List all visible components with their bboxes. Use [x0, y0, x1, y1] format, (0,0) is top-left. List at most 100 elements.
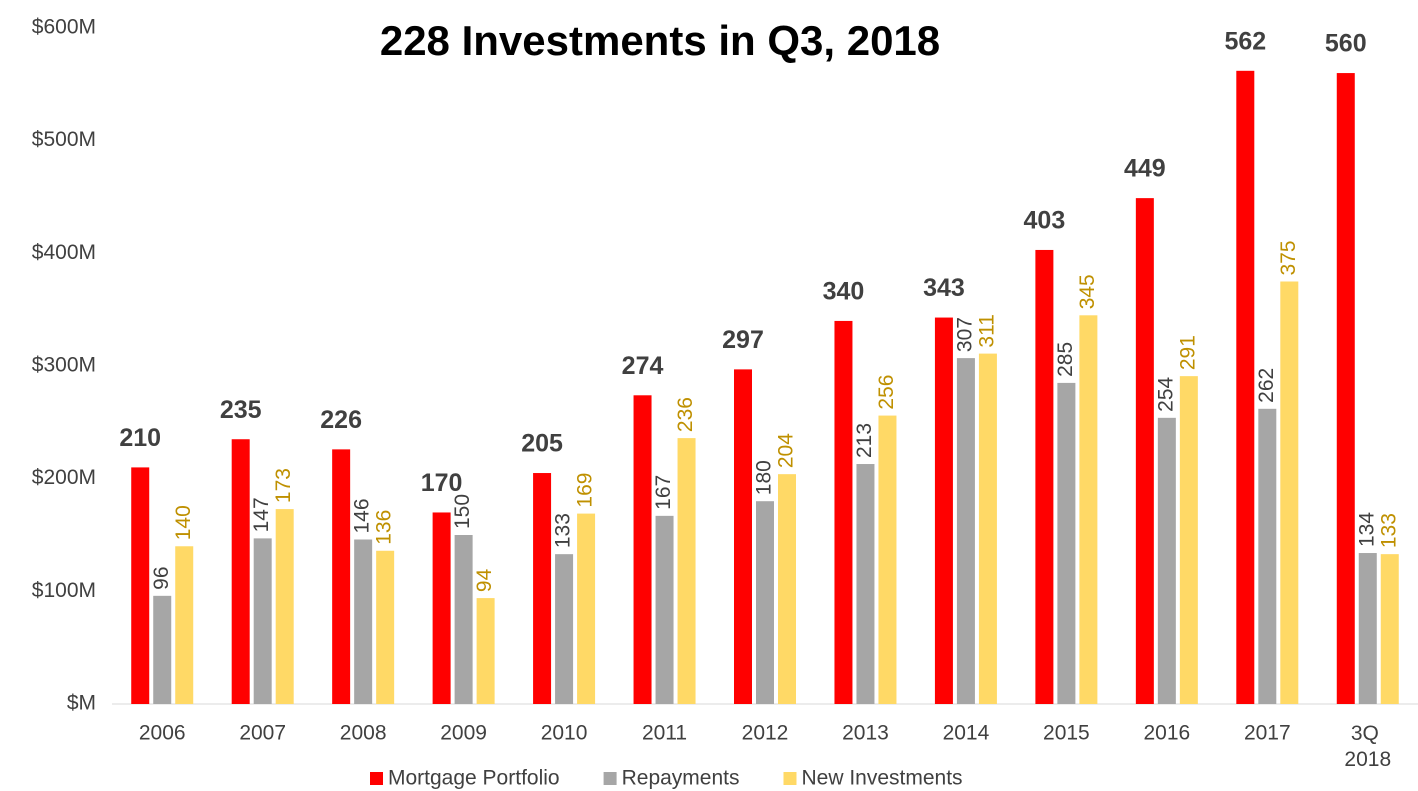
- value-label: 169: [574, 473, 597, 508]
- x-tick-label: 2014: [943, 722, 990, 745]
- bar: [778, 474, 796, 704]
- value-label: 274: [622, 352, 664, 380]
- x-tick-label-line: 2018: [1344, 748, 1391, 771]
- legend-label: Repayments: [622, 767, 740, 790]
- value-label: 403: [1024, 207, 1066, 235]
- bar: [978, 353, 997, 704]
- x-tick-label: 2017: [1244, 722, 1291, 745]
- y-tick-label: $600M: [32, 16, 96, 39]
- bar: [354, 539, 373, 704]
- value-label: 560: [1325, 30, 1367, 58]
- value-label: 94: [473, 568, 496, 592]
- bar: [633, 395, 652, 704]
- bar: [856, 464, 875, 704]
- bar: [476, 598, 495, 704]
- y-tick-label: $M: [67, 692, 96, 715]
- y-tick-label: $100M: [32, 579, 96, 602]
- value-label: 311: [975, 314, 998, 347]
- x-tick-label: 2009: [440, 722, 487, 745]
- value-label: 134: [1355, 512, 1378, 547]
- bar: [756, 501, 774, 704]
- x-tick-label: 2006: [139, 722, 186, 745]
- legend-swatch: [603, 772, 617, 785]
- value-label: 285: [1054, 342, 1077, 377]
- value-label: 136: [373, 510, 396, 545]
- value-label: 291: [1176, 335, 1199, 370]
- bar: [1236, 70, 1255, 704]
- value-label: 133: [1377, 513, 1400, 548]
- x-tick-label-line: 3Q: [1351, 722, 1385, 745]
- bar: [332, 449, 351, 704]
- y-tick-label: $200M: [32, 466, 96, 489]
- value-label: 167: [652, 475, 675, 510]
- bar: [1135, 198, 1154, 705]
- y-tick-label: $400M: [32, 241, 96, 264]
- x-tick-label: 2013: [842, 722, 889, 745]
- legend-label: Mortgage Portfolio: [388, 767, 560, 790]
- bar: [934, 317, 953, 704]
- value-label: 150: [451, 494, 474, 529]
- chart-title: 228 Investments in Q3, 2018: [380, 17, 940, 64]
- bar: [655, 515, 674, 704]
- value-label: 262: [1255, 368, 1278, 403]
- value-label: 173: [272, 468, 295, 503]
- value-label: 96: [150, 566, 173, 589]
- bar: [153, 595, 172, 704]
- bar: [1380, 554, 1399, 704]
- value-label: 170: [421, 469, 463, 497]
- legend-swatch: [783, 772, 797, 785]
- x-tick-label: 2012: [742, 722, 789, 745]
- bar: [533, 473, 552, 704]
- value-label: 236: [674, 397, 697, 432]
- value-label: 235: [220, 396, 262, 424]
- bar: [1336, 73, 1355, 705]
- x-tick-label: 2010: [541, 722, 588, 745]
- bar: [1035, 249, 1054, 704]
- x-tick-label: 3Q 2018: [1344, 722, 1391, 771]
- bar: [253, 538, 272, 704]
- bar: [555, 554, 574, 704]
- x-tick-label: 2016: [1143, 722, 1190, 745]
- value-label: 146: [351, 498, 374, 533]
- bar: [677, 438, 696, 704]
- bar: [1179, 376, 1198, 704]
- bar: [1079, 315, 1098, 704]
- bar: [1280, 281, 1299, 704]
- value-label: 256: [875, 375, 898, 410]
- value-label: 375: [1277, 240, 1300, 275]
- y-tick-label: $300M: [32, 354, 96, 377]
- value-label: 345: [1076, 274, 1099, 309]
- bar: [1258, 408, 1277, 704]
- value-label: 226: [320, 406, 362, 434]
- bar: [734, 369, 752, 704]
- value-label: 205: [521, 430, 563, 458]
- legend-label: New Investments: [801, 767, 962, 790]
- value-label: 140: [172, 505, 195, 540]
- value-label: 562: [1224, 27, 1266, 55]
- bar: [577, 513, 596, 704]
- x-tick-label: 2007: [239, 722, 286, 745]
- value-label: 213: [853, 423, 876, 458]
- bar: [1358, 553, 1377, 704]
- value-label: 210: [119, 424, 161, 452]
- bar: [956, 358, 975, 704]
- value-label: 343: [923, 274, 965, 302]
- bar: [1157, 417, 1176, 704]
- bar: [834, 320, 853, 704]
- bar: [275, 509, 294, 704]
- value-label: 340: [823, 278, 865, 306]
- value-label: 204: [775, 433, 798, 468]
- value-label: 254: [1154, 376, 1177, 411]
- bar: [432, 512, 451, 704]
- y-tick-label: $500M: [32, 128, 96, 151]
- bar: [231, 439, 250, 704]
- bar: [175, 546, 194, 704]
- bar: [376, 550, 395, 704]
- bar: [454, 535, 473, 704]
- bar: [1057, 382, 1076, 704]
- legend-swatch: [370, 772, 383, 785]
- value-label: 180: [753, 460, 776, 495]
- value-label: 449: [1124, 155, 1166, 183]
- bar: [878, 415, 897, 704]
